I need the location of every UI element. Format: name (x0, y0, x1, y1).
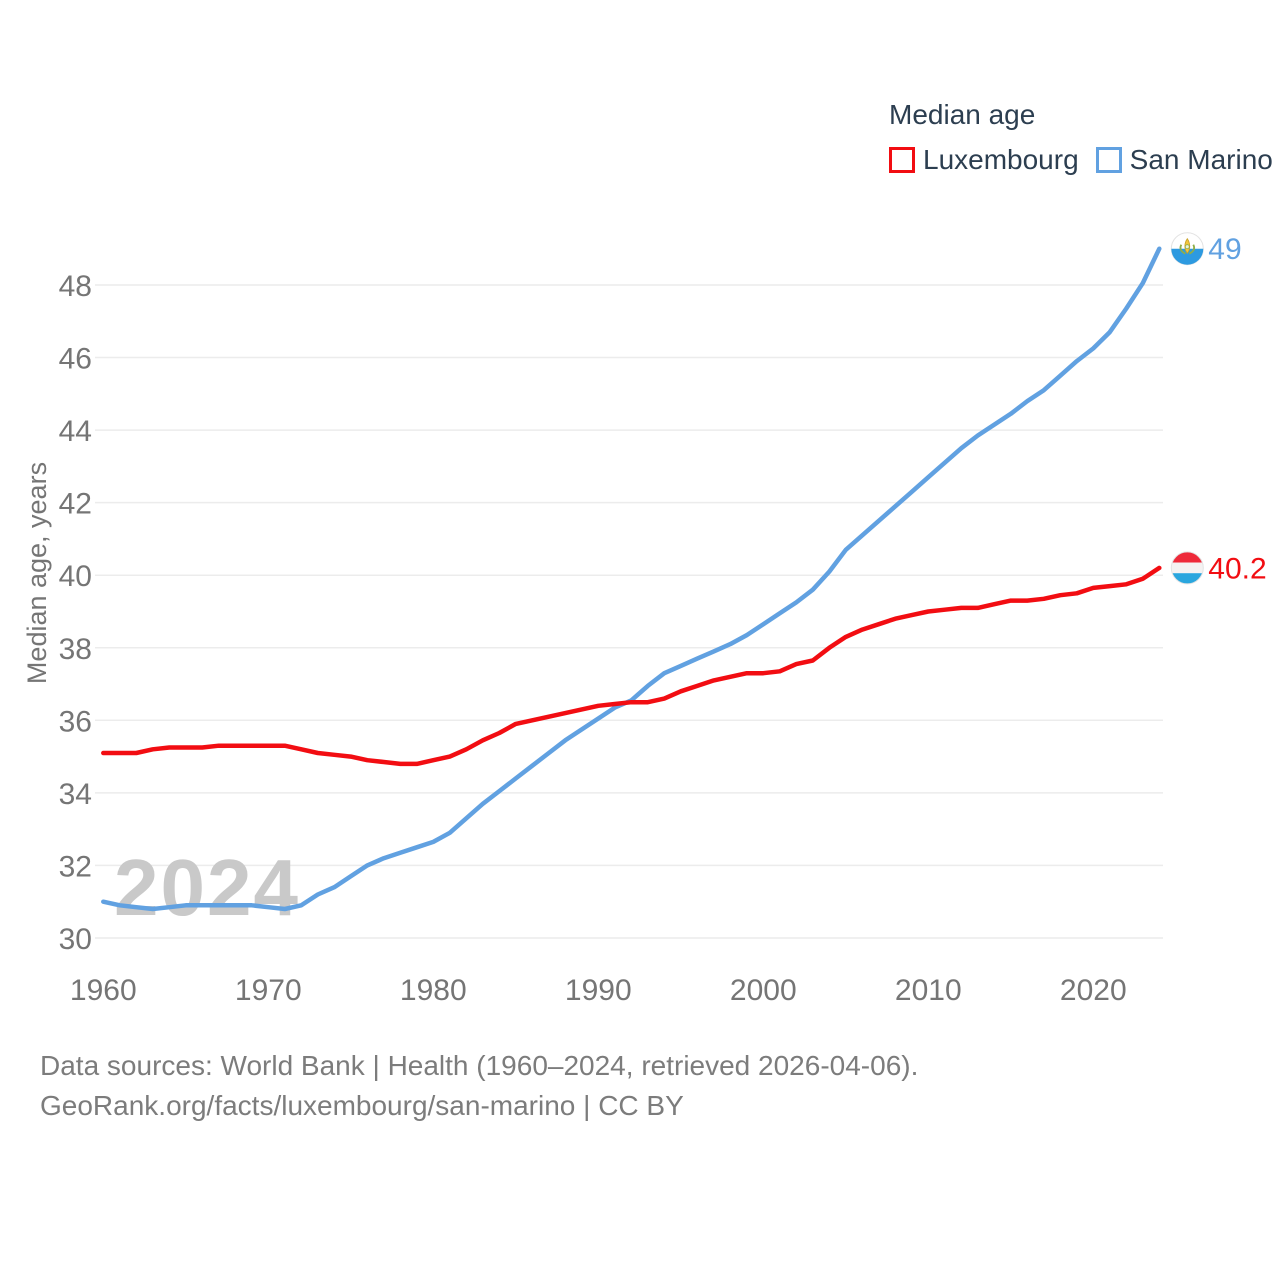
footer-attribution-url: GeoRank.org/facts/luxembourg/san-marino … (40, 1090, 684, 1121)
x-tick-label: 1970 (235, 974, 302, 1007)
y-tick-label: 46 (59, 343, 92, 376)
san-marino-end-value: 49 (1208, 233, 1241, 266)
luxembourg-swatch-icon (889, 147, 915, 173)
legend-title: Median age (889, 99, 1036, 130)
x-tick-label: 1990 (565, 974, 632, 1007)
y-axis-tick-labels: 30 32 34 36 38 40 42 44 46 48 (59, 270, 92, 956)
legend-label-san-marino: San Marino (1129, 144, 1273, 175)
luxembourg-flag-icon (1170, 551, 1204, 585)
footer-data-sources: Data sources: World Bank | Health (1960–… (40, 1050, 919, 1081)
x-tick-label: 1960 (70, 974, 137, 1007)
y-tick-label: 44 (59, 415, 92, 448)
end-value-labels: 40.2 49 (1208, 233, 1266, 585)
legend-item-luxembourg[interactable]: Luxembourg (889, 144, 1079, 176)
legend-label-luxembourg: Luxembourg (923, 144, 1079, 175)
gridlines (95, 284, 1163, 939)
x-tick-label: 2000 (730, 974, 797, 1007)
y-tick-label: 38 (59, 633, 92, 666)
luxembourg-end-value: 40.2 (1208, 552, 1266, 585)
series-lines (101, 246, 1162, 912)
x-tick-label: 2010 (895, 974, 962, 1007)
y-tick-label: 32 (59, 850, 92, 883)
y-tick-label: 40 (59, 560, 92, 593)
chart-legend: Median age Luxembourg San Marino (889, 99, 1273, 176)
y-axis-title: Median age, years (22, 462, 52, 684)
luxembourg-line[interactable] (101, 565, 1162, 767)
san-marino-flag-icon (1170, 232, 1204, 266)
y-tick-label: 36 (59, 705, 92, 738)
legend-items: Luxembourg San Marino (889, 144, 1273, 176)
x-tick-label: 2020 (1060, 974, 1127, 1007)
legend-item-san-marino[interactable]: San Marino (1095, 144, 1273, 176)
san-marino-line[interactable] (101, 246, 1162, 912)
san-marino-swatch-icon (1095, 147, 1122, 173)
x-tick-label: 1980 (400, 974, 467, 1007)
x-axis-tick-labels: 1960 1970 1980 1990 2000 2010 2020 (70, 974, 1127, 1007)
y-tick-label: 34 (59, 778, 92, 811)
footer: Data sources: World Bank | Health (1960–… (40, 1046, 918, 1126)
y-tick-label: 42 (59, 488, 92, 521)
y-tick-label: 30 (59, 923, 92, 956)
watermark-year: 2024 (114, 843, 300, 932)
y-tick-label: 48 (59, 270, 92, 303)
